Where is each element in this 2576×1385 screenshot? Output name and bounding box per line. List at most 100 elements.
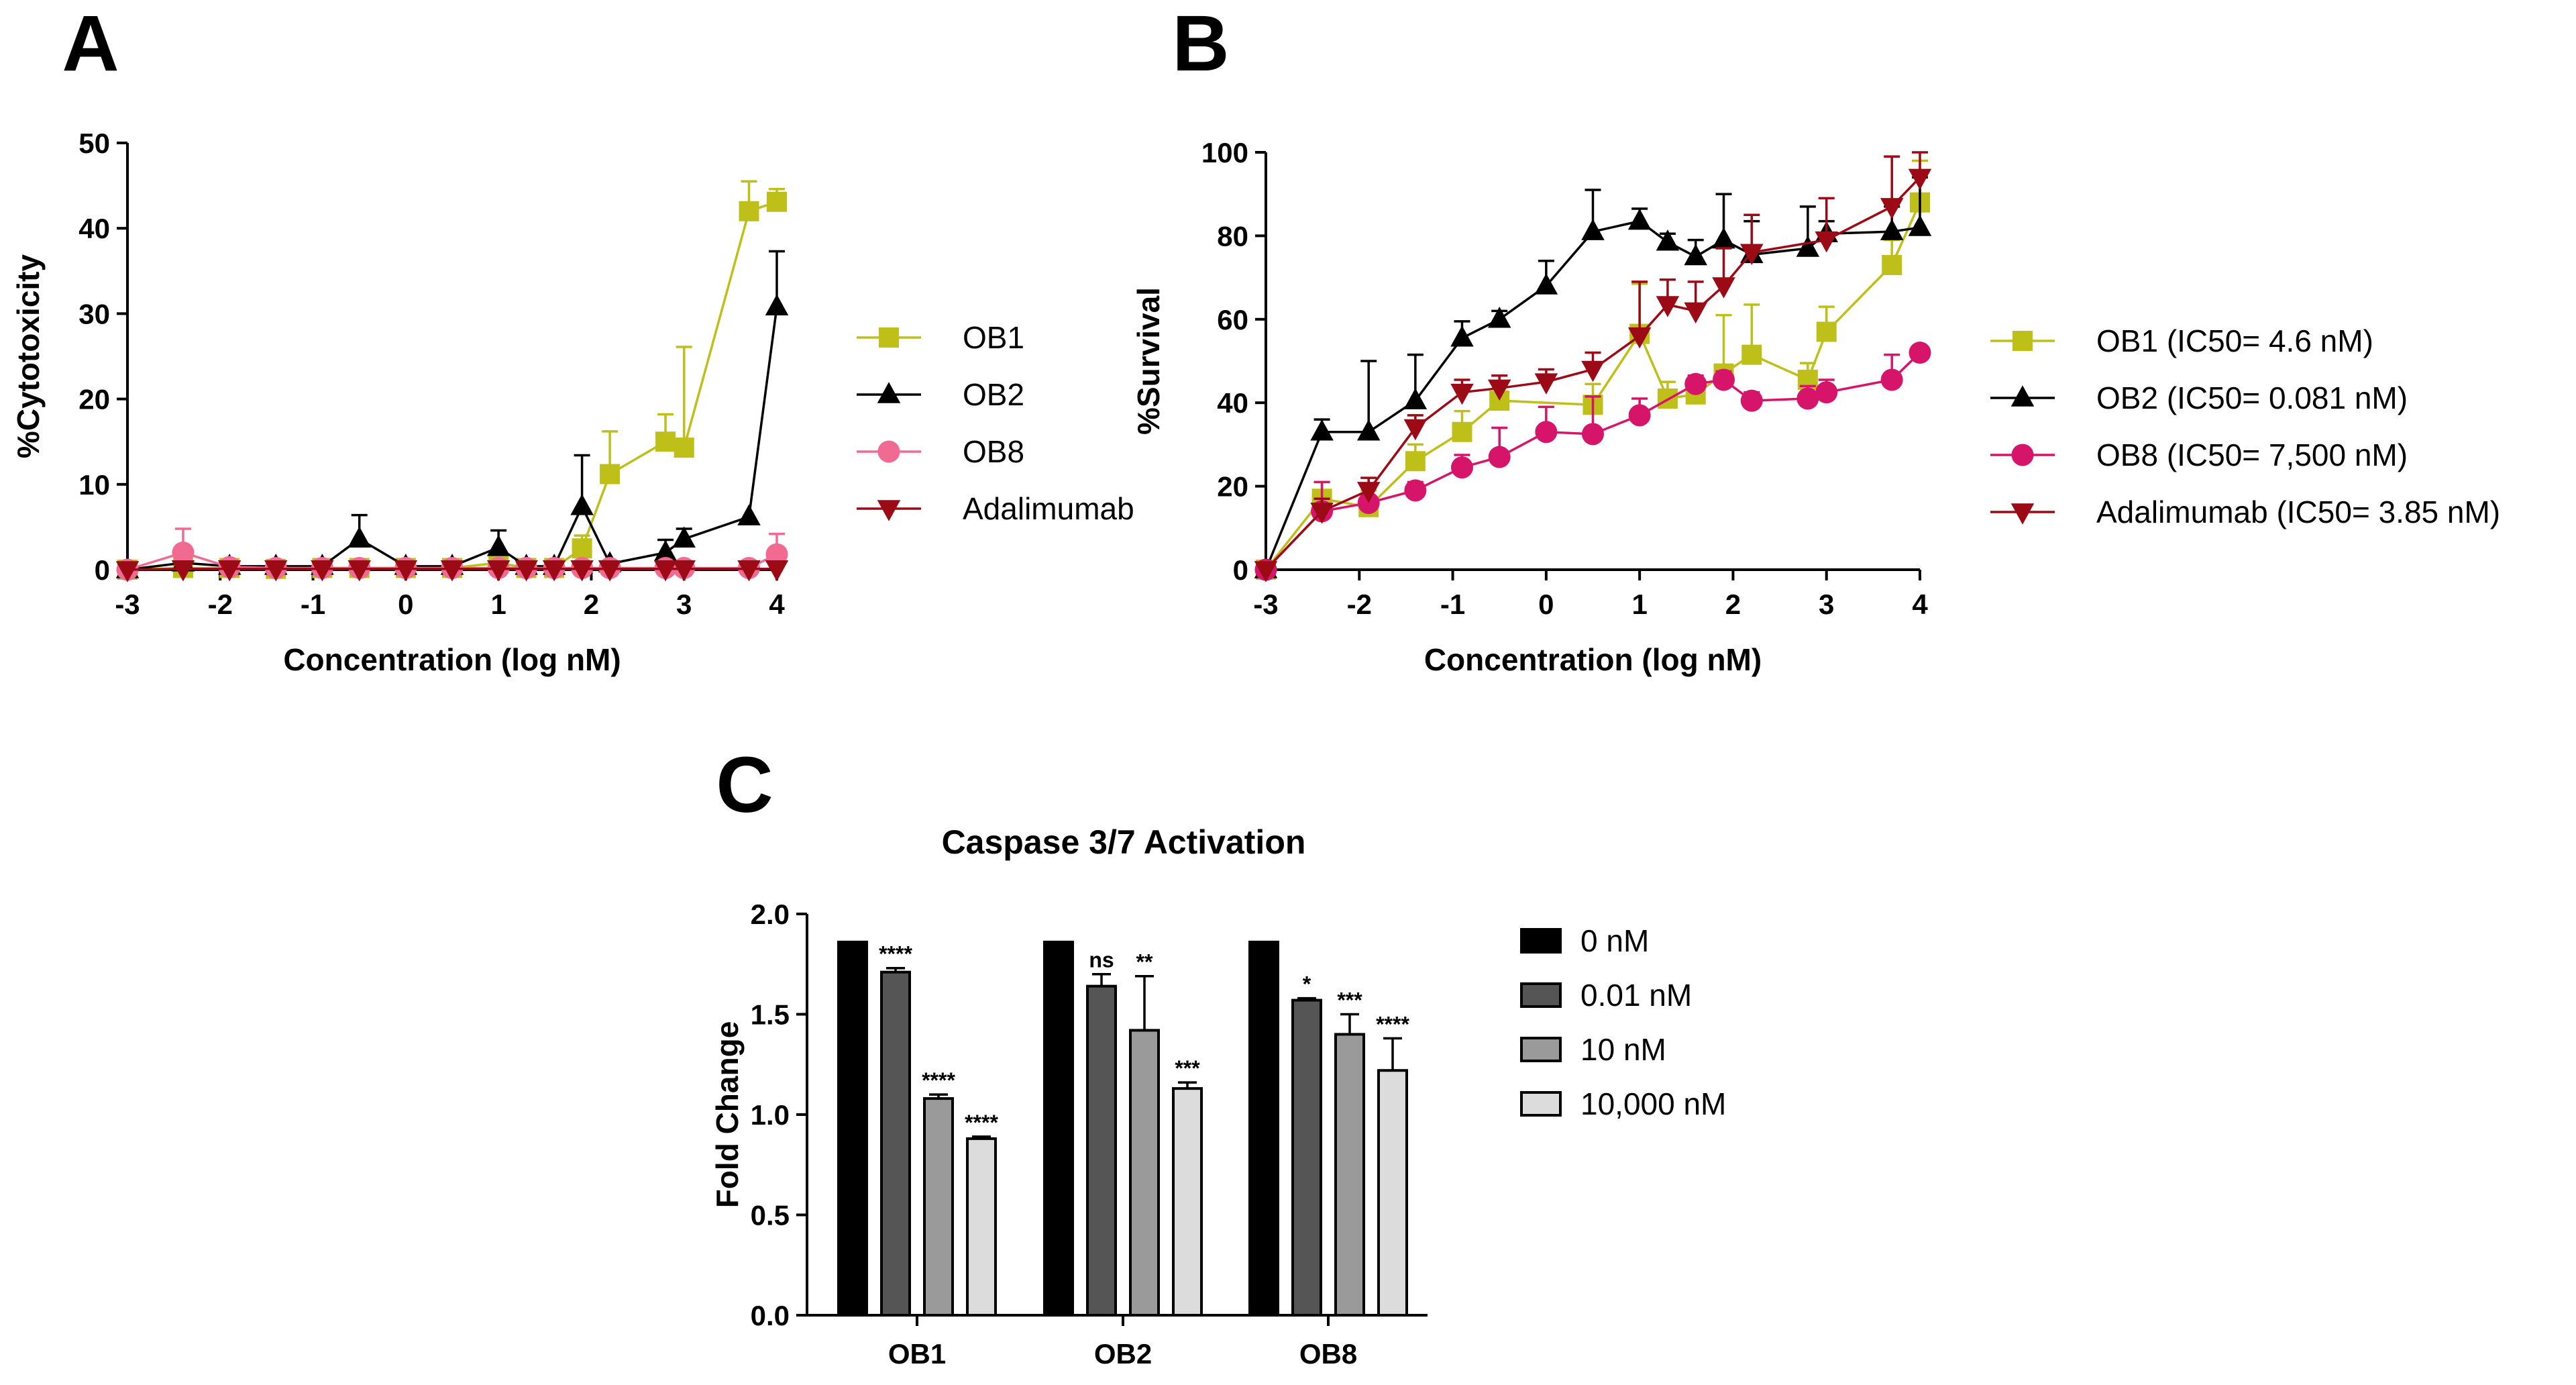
- data-point: [600, 464, 621, 484]
- data-point: [765, 560, 789, 582]
- x-tick-label: 0: [1538, 588, 1554, 620]
- data-point: [1254, 561, 1278, 582]
- data-point: [765, 543, 788, 566]
- y-tick-label: 0: [1233, 554, 1248, 586]
- bar: [1129, 1029, 1160, 1317]
- data-point: [1796, 236, 1820, 257]
- y-tick-label: 20: [1217, 471, 1248, 503]
- bar: [966, 1137, 997, 1317]
- legend-label: OB8 (IC50= 7,500 nM): [2096, 438, 2408, 472]
- data-point: [674, 438, 694, 458]
- x-tick-label: OB2: [1094, 1338, 1152, 1370]
- x-tick-label: -2: [1347, 588, 1372, 620]
- series-line: [1265, 201, 1921, 571]
- y-tick-label: 40: [78, 213, 110, 244]
- data-point: [1741, 344, 1762, 365]
- data-point: [1909, 342, 1931, 364]
- significance-label: **: [1136, 950, 1153, 974]
- data-point: [653, 540, 678, 562]
- legend-label: Adalimumab (IC50= 3.85 nM): [2096, 495, 2500, 529]
- y-tick-label: 30: [78, 298, 110, 329]
- legend-label: OB1 (IC50= 4.6 nM): [2096, 323, 2373, 358]
- y-tick-label: 80: [1217, 220, 1248, 252]
- data-point: [765, 294, 789, 315]
- chart-title: Caspase 3/7 Activation: [942, 823, 1306, 861]
- data-point: [311, 560, 334, 582]
- legend-entry: 10,000 nM: [1520, 1086, 1726, 1121]
- legend-label: OB2: [963, 377, 1024, 412]
- legend-entry: OB2 (IC50= 0.081 nM): [1990, 380, 2408, 415]
- significance-label: *: [1303, 972, 1311, 996]
- data-point: [171, 560, 195, 582]
- data-point: [1815, 381, 1838, 404]
- data-point: [1450, 325, 1474, 347]
- legend-label: 10 nM: [1580, 1032, 1666, 1067]
- x-tick-label: 3: [676, 588, 692, 620]
- data-point: [739, 201, 759, 221]
- data-point: [1582, 423, 1604, 446]
- x-tick-label: -2: [208, 588, 233, 620]
- x-tick-label: -3: [115, 588, 140, 620]
- y-tick-label: 20: [78, 384, 110, 415]
- significance-label: ****: [965, 1111, 998, 1135]
- data-point: [1882, 254, 1902, 275]
- legend-label: OB1: [963, 320, 1024, 355]
- x-tick-label: 3: [1819, 588, 1834, 620]
- data-point: [1684, 244, 1707, 266]
- x-tick-label: 1: [490, 588, 506, 620]
- legend-label: 10,000 nM: [1580, 1086, 1726, 1121]
- data-point: [264, 560, 288, 582]
- y-tick-label: 1.0: [751, 1099, 790, 1131]
- significance-label: ****: [922, 1068, 955, 1092]
- bar-series-1: **** ns *: [879, 942, 1322, 1317]
- bar-series-0: [837, 940, 1279, 1317]
- data-point: [1815, 231, 1838, 253]
- bar: [1172, 1087, 1203, 1317]
- x-tick-label: 1: [1631, 588, 1647, 620]
- data-point: [1487, 307, 1511, 328]
- significance-label: ****: [879, 942, 912, 966]
- legend-label: Adalimumab: [963, 491, 1134, 526]
- significance-label: ***: [1337, 988, 1362, 1013]
- data-point: [1356, 419, 1381, 441]
- bar: [880, 970, 911, 1317]
- legend-marker: [2010, 385, 2035, 407]
- legend-marker: [2012, 331, 2033, 351]
- data-point: [1880, 198, 1904, 219]
- data-point: [172, 542, 195, 564]
- y-tick-label: 1.5: [751, 999, 790, 1031]
- legend-label: OB2 (IC50= 0.081 nM): [2096, 380, 2408, 415]
- legend-swatch: [1520, 1037, 1562, 1062]
- data-point: [542, 560, 566, 582]
- series-ob1: [117, 180, 787, 580]
- data-point: [1880, 368, 1903, 391]
- legend-entry: OB1 (IC50= 4.6 nM): [1990, 323, 2373, 358]
- data-point: [1908, 168, 1932, 191]
- series-line: [1265, 176, 1921, 571]
- data-point: [1405, 451, 1426, 472]
- data-point: [1816, 321, 1837, 342]
- series-ob2: [1254, 176, 1932, 578]
- data-point: [1712, 227, 1735, 249]
- data-point: [1404, 479, 1427, 502]
- data-point: [115, 561, 140, 582]
- bar: [1377, 1069, 1408, 1317]
- data-point: [1534, 273, 1558, 295]
- data-point: [767, 191, 787, 212]
- data-point: [1684, 302, 1707, 324]
- data-point: [394, 560, 418, 582]
- data-point: [1535, 421, 1558, 444]
- legend-entry: OB1: [857, 320, 1024, 355]
- legend-marker: [877, 440, 900, 463]
- data-point: [515, 560, 538, 582]
- data-point: [1656, 296, 1680, 317]
- x-axis-label: Concentration (log nM): [1424, 642, 1762, 677]
- data-point: [655, 431, 676, 452]
- data-point: [347, 560, 371, 582]
- series-adalimumab: [115, 560, 789, 582]
- y-tick-label: 50: [78, 127, 110, 159]
- x-tick-label: 4: [1912, 588, 1928, 620]
- data-point: [1534, 373, 1558, 395]
- y-tick-label: 60: [1217, 304, 1248, 336]
